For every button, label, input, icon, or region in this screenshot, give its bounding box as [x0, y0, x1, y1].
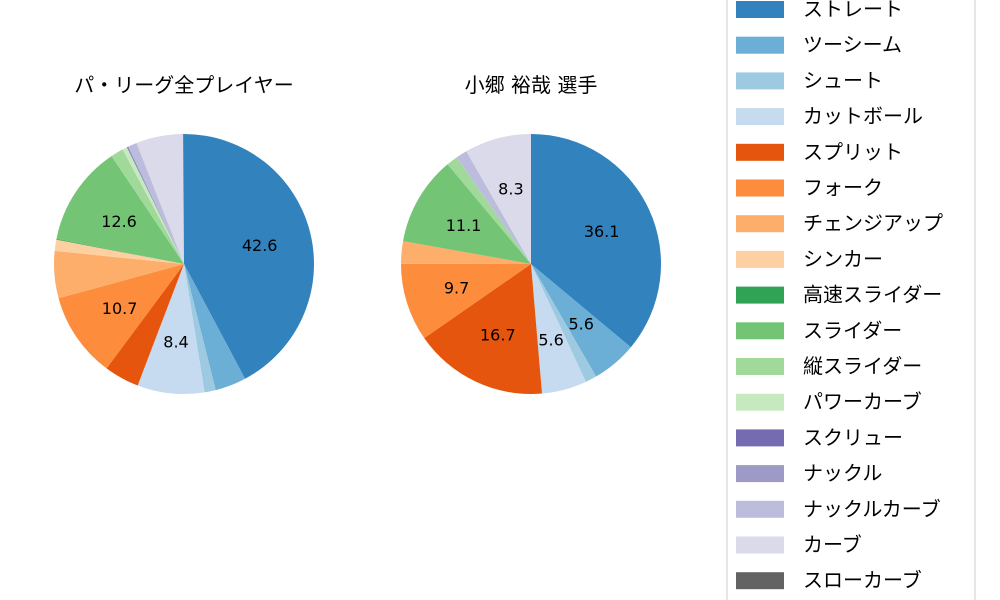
slice-value-label: 36.1	[584, 222, 620, 241]
pie-slice	[137, 264, 205, 394]
pie-slice	[447, 157, 531, 264]
legend-label: ストレート	[803, 0, 903, 21]
legend-swatch	[736, 250, 784, 268]
pie-slice	[531, 134, 661, 348]
legend-label: パワーカーブ	[803, 390, 922, 414]
legend-frame	[726, 0, 976, 600]
pie-title-player: 小郷 裕哉 選手	[465, 73, 598, 97]
legend: ストレートツーシームシュートカットボールスプリットフォークチェンジアップシンカー…	[726, 0, 976, 600]
legend-swatch	[736, 322, 784, 340]
pie-league: 42.6 8.4 10.7 12.6	[54, 133, 314, 394]
pie-slice	[58, 264, 184, 369]
legend-swatch	[736, 179, 784, 197]
pie-slice	[424, 264, 542, 394]
legend-label: シンカー	[803, 247, 883, 271]
pie-slice	[122, 147, 184, 264]
pie-slice	[128, 142, 184, 264]
legend-swatch	[736, 108, 784, 126]
pie-slice	[403, 164, 531, 264]
legend-label: 縦スライダー	[803, 354, 922, 378]
legend-swatch	[736, 72, 784, 90]
pie-slice	[184, 264, 246, 391]
pie-slice	[136, 134, 184, 264]
slice-value-label: 16.7	[480, 326, 516, 345]
pie-title-league: パ・リーグ全プレイヤー	[74, 73, 293, 97]
legend-swatch	[736, 393, 784, 411]
pie-slice	[54, 250, 184, 299]
legend-label: チェンジアップ	[803, 211, 943, 235]
legend-label: ナックル	[803, 461, 882, 485]
legend-label: フォーク	[803, 176, 883, 200]
legend-label: 高速スライダー	[803, 283, 942, 307]
pie-slice	[400, 263, 531, 339]
pie-slice	[106, 264, 184, 386]
legend-swatch	[736, 536, 784, 554]
pie-slice	[531, 264, 631, 377]
pie-slice	[401, 241, 531, 264]
pie-slice	[56, 156, 185, 264]
slice-value-label: 5.6	[569, 315, 594, 334]
pie-slice	[54, 239, 184, 264]
pie-slice	[56, 238, 184, 264]
legend-label: スローカーブ	[803, 568, 922, 592]
pie-slice	[466, 134, 531, 264]
slice-value-label: 9.7	[444, 278, 469, 297]
legend-label: スライダー	[803, 318, 902, 342]
legend-swatch	[736, 429, 784, 447]
pie-slice	[184, 134, 314, 379]
pie-slice	[127, 146, 184, 264]
legend-swatch	[736, 36, 784, 54]
slice-value-label: 8.4	[163, 333, 188, 352]
slice-value-label: 10.7	[102, 299, 138, 318]
legend-swatch	[736, 500, 784, 518]
legend-swatch	[736, 465, 784, 483]
legend-label: カーブ	[803, 533, 862, 557]
legend-swatch	[736, 286, 784, 304]
pie-slice	[456, 151, 531, 264]
legend-label: ツーシーム	[803, 33, 902, 57]
legend-swatch	[736, 572, 784, 590]
slice-value-label: 11.1	[446, 216, 482, 235]
pie-slice	[184, 264, 216, 393]
slice-value-label: 8.3	[498, 180, 523, 199]
pie-slice	[183, 133, 184, 264]
legend-swatch	[736, 1, 784, 18]
legend-label: カットボール	[803, 104, 923, 128]
slice-value-label: 5.6	[538, 330, 563, 349]
legend-label: ナックルカーブ	[803, 497, 941, 521]
legend-label: スクリュー	[803, 425, 903, 449]
legend-swatch	[736, 215, 784, 233]
slice-value-label: 12.6	[101, 212, 137, 231]
legend-label: シュート	[803, 68, 883, 92]
slice-value-label: 42.6	[242, 236, 278, 255]
pie-slice	[531, 264, 597, 382]
legend-label: スプリット	[803, 140, 903, 164]
pie-slice	[126, 146, 184, 264]
pie-player: 36.1 5.6 5.6 16.7 9.7 11.1 8.3	[400, 134, 661, 394]
pie-slice	[111, 149, 184, 264]
legend-swatch	[736, 143, 784, 161]
legend-swatch	[736, 358, 784, 375]
pie-slice	[531, 264, 586, 394]
